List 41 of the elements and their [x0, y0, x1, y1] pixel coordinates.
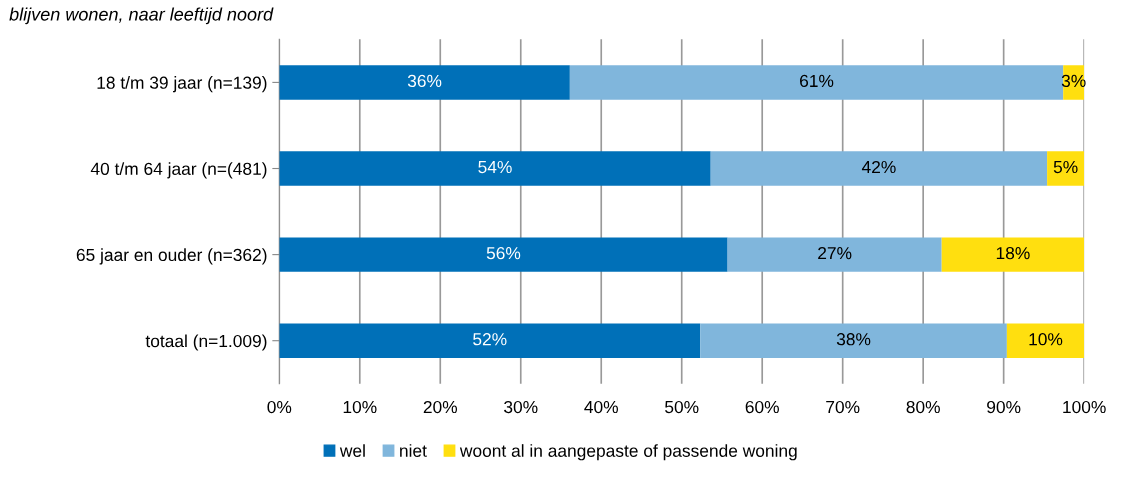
- bar: [279, 323, 701, 358]
- legend-label: woont al in aangepaste of passende woning: [459, 444, 797, 461]
- y-tick-label: 65 jaar en ouder (n=362): [76, 248, 267, 265]
- bar: [1047, 151, 1085, 186]
- x-tick-label: 50%: [665, 400, 699, 414]
- x-tick-label: 40%: [584, 400, 618, 414]
- data-label: 54%: [478, 160, 512, 174]
- x-tick-label: 80%: [906, 400, 940, 414]
- x-tick-label: 60%: [745, 400, 779, 414]
- bar: [279, 65, 570, 100]
- data-label: 56%: [486, 246, 521, 260]
- x-tick-label: 20%: [423, 400, 458, 414]
- data-label: 36%: [407, 74, 442, 88]
- legend-label: niet: [400, 444, 427, 457]
- y-tick-label: 18 t/m 39 jaar (n=139): [97, 76, 267, 93]
- x-tick-label: 90%: [987, 400, 1021, 414]
- x-tick-label: 100%: [1063, 400, 1106, 414]
- data-label: 18%: [996, 246, 1030, 260]
- x-tick-label: 10%: [343, 400, 377, 414]
- y-tick-label: 40 t/m 64 jaar (n=(481): [90, 162, 267, 179]
- bar: [700, 323, 1007, 358]
- chart-title: blijven wonen, naar leeftijd noord: [9, 7, 274, 25]
- data-label: 52%: [473, 333, 507, 346]
- bar: [1006, 323, 1085, 358]
- bar: [727, 237, 942, 272]
- data-label: 27%: [818, 246, 852, 260]
- data-label: 5%: [1053, 160, 1078, 174]
- data-label: 42%: [861, 160, 896, 174]
- x-tick-label: 30%: [504, 400, 538, 414]
- bar: [279, 237, 728, 272]
- bar: [941, 237, 1085, 272]
- data-label: 10%: [1029, 333, 1063, 346]
- legend-label: wel: [339, 444, 365, 457]
- data-label: 38%: [836, 333, 871, 346]
- data-label: 61%: [800, 74, 834, 88]
- x-tick-label: 0%: [267, 400, 292, 414]
- bar: [279, 151, 711, 186]
- bar: [710, 151, 1048, 186]
- x-tick-label: 70%: [826, 400, 860, 414]
- y-tick-label: totaal (n=1.009): [145, 334, 267, 351]
- bar: [569, 65, 1064, 100]
